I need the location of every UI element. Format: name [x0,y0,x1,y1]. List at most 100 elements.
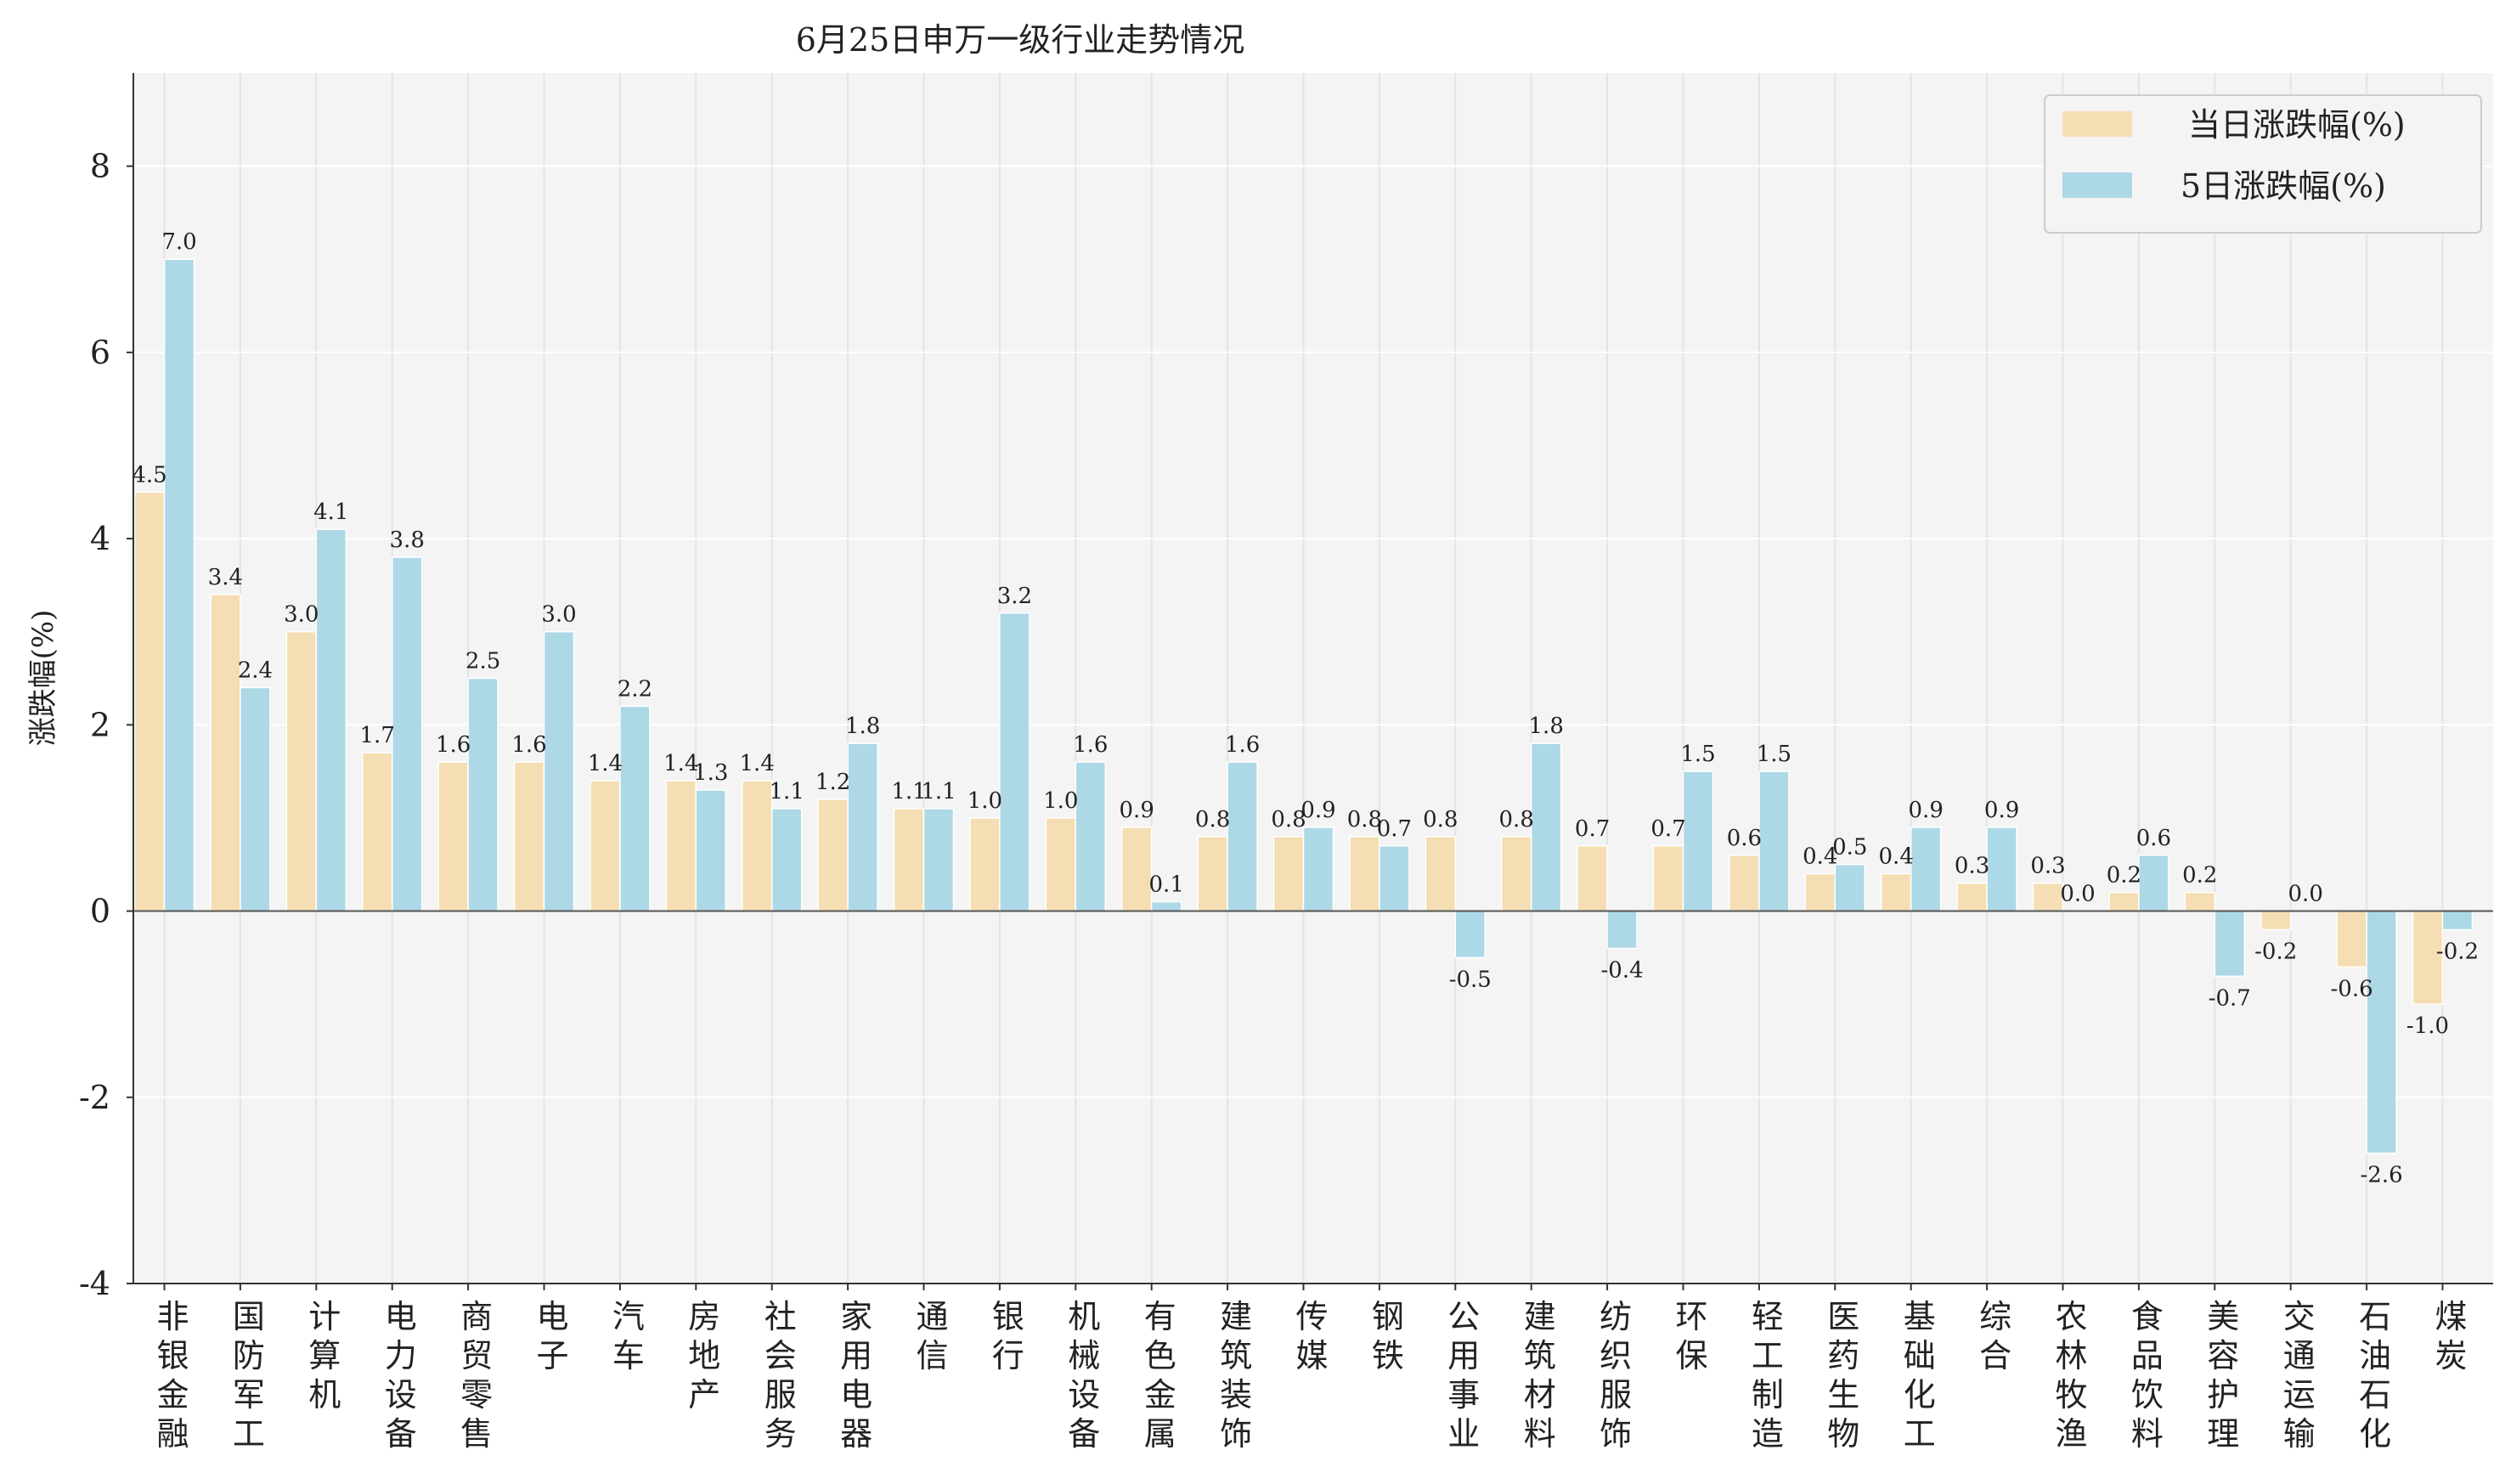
bar-5day [2214,911,2244,977]
x-tick-char: 备 [385,1415,417,1453]
legend-label-5day: 5日涨跌幅(%) [2181,167,2386,205]
x-tick-char: 生 [1827,1376,1859,1413]
x-tick-char: 零 [460,1376,493,1413]
data-label-5day: 1.1 [770,779,804,804]
x-tick-char: 理 [2207,1415,2239,1453]
x-tick-char: 制 [1752,1376,1784,1413]
data-label-today: 0.7 [1650,816,1685,842]
bar-today [818,799,848,911]
x-tick-char: 饰 [1220,1415,1252,1453]
x-tick-char: 炭 [2434,1337,2467,1374]
x-tick-char: 有 [1144,1298,1176,1335]
x-tick-char: 石 [2359,1298,2391,1335]
x-tick-label: 机械设备 [1068,1298,1100,1453]
x-tick-char: 非 [156,1298,189,1335]
data-label-today: 1.7 [360,723,395,748]
bar-today [1425,837,1455,911]
x-tick-char: 饮 [2131,1376,2164,1413]
x-tick-char: 械 [1068,1337,1100,1374]
x-tick-char: 贸 [460,1337,493,1374]
x-tick-char: 工 [233,1415,265,1453]
x-tick-char: 属 [1144,1415,1176,1453]
x-tick-label: 综合 [1979,1298,2011,1374]
x-tick-char: 电 [536,1298,568,1335]
x-tick-label: 公用事业 [1447,1298,1480,1453]
x-tick-char: 车 [612,1337,645,1374]
x-tick-char: 美 [2207,1298,2239,1335]
data-label-today: -0.6 [2331,976,2373,1002]
x-tick-label: 美容护理 [2207,1298,2239,1453]
x-tick-char: 化 [1904,1376,1936,1413]
bar-5day [1152,902,1182,911]
x-tick-char: 钢 [1372,1298,1404,1335]
bar-5day [2367,911,2396,1154]
bar-5day [1759,771,1789,911]
data-label-5day: 3.0 [541,602,576,628]
data-label-today: 0.2 [2182,863,2217,889]
x-tick-char: 计 [308,1298,341,1335]
data-label-5day: -0.2 [2436,939,2479,964]
bar-today [1577,846,1607,911]
bar-today [286,632,316,911]
y-tick-label: 2 [90,706,110,743]
x-tick-char: 筑 [1524,1337,1556,1374]
x-tick-char: 银 [156,1337,189,1374]
x-tick-char: 饰 [1599,1415,1632,1453]
data-label-5day: 2.5 [465,649,500,674]
x-tick-char: 汽 [612,1298,645,1335]
bar-today [1046,818,1075,911]
x-tick-char: 金 [1144,1376,1176,1413]
data-label-5day: 0.9 [1300,798,1335,823]
x-tick-char: 家 [840,1298,872,1335]
x-tick-char: 交 [2283,1298,2316,1335]
data-label-5day: 0.6 [2136,826,2171,851]
x-tick-char: 房 [688,1298,720,1335]
data-label-today: -0.2 [2254,939,2297,964]
x-tick-label: 传媒 [1295,1298,1328,1374]
x-tick-char: 国 [233,1298,265,1335]
x-tick-char: 机 [1068,1298,1100,1335]
data-label-5day: 0.1 [1149,872,1184,898]
data-label-5day: 1.5 [1680,742,1715,767]
x-tick-label: 建筑装饰 [1220,1298,1252,1453]
data-label-today: 0.7 [1575,816,1610,842]
y-tick-label: 8 [90,148,110,185]
x-tick-char: 纺 [1599,1298,1632,1335]
bar-5day [1607,911,1637,949]
x-tick-char: 煤 [2434,1298,2467,1335]
y-tick-label: 4 [90,520,110,557]
bar-today [2337,911,2367,968]
y-tick-label: -4 [79,1265,110,1302]
x-tick-char: 服 [1599,1376,1632,1413]
x-tick-label: 汽车 [612,1298,645,1374]
x-tick-char: 防 [233,1337,265,1374]
x-tick-label: 通信 [916,1298,948,1374]
x-tick-char: 算 [308,1337,341,1374]
data-label-today: 1.4 [588,751,623,776]
x-tick-char: 造 [1752,1415,1784,1453]
x-tick-char: 材 [1524,1376,1556,1413]
bar-today [1805,874,1835,911]
bar-5day [1455,911,1485,958]
x-tick-label: 银行 [992,1298,1024,1374]
bar-5day [468,679,498,911]
bar-5day [240,687,270,911]
bar-5day [1684,771,1713,911]
bar-today [1882,874,1911,911]
data-label-5day: 0.9 [1909,798,1944,823]
data-label-5day: 1.8 [1529,714,1564,739]
data-label-5day: 1.1 [921,779,956,804]
bar-today [742,781,772,911]
data-label-5day: 0.0 [2288,882,2323,907]
data-label-today: 0.6 [1727,826,1762,851]
x-tick-char: 媒 [1295,1337,1328,1374]
x-tick-char: 传 [1295,1298,1328,1335]
x-tick-label: 食品饮料 [2131,1298,2164,1453]
x-tick-char: 综 [1979,1298,2011,1335]
bar-today [515,762,544,911]
x-tick-char: 业 [1447,1415,1480,1453]
x-tick-char: 军 [233,1376,265,1413]
bar-today [894,809,924,911]
x-tick-char: 机 [308,1376,341,1413]
